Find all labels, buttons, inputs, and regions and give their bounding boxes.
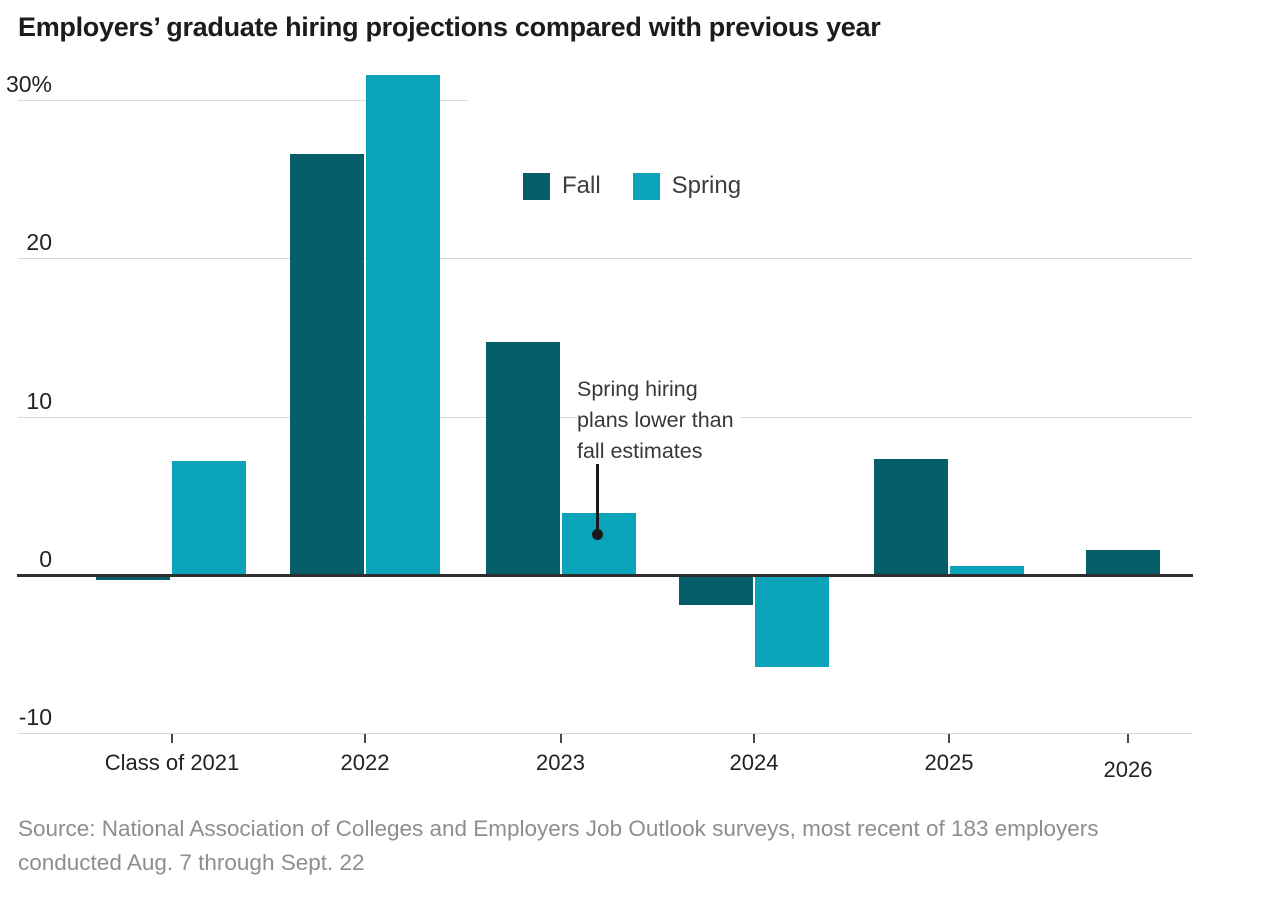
bar-spring-2022 — [366, 74, 440, 575]
x-axis-label-2023: 2023 — [536, 750, 585, 775]
spring-legend-swatch-icon — [632, 172, 660, 200]
bar-fall-2024 — [679, 575, 753, 606]
legend-item-fall: Fall — [523, 172, 601, 200]
y-axis-label-20: 20 — [26, 229, 52, 256]
y-axis-label-10: 10 — [26, 387, 52, 414]
gridline-20 — [18, 258, 1192, 260]
gridline--10 — [18, 733, 1192, 735]
page-title: Employers’ graduate hiring projections c… — [18, 12, 881, 42]
bar-spring-class-of-2021 — [172, 461, 246, 575]
legend-label-fall: Fall — [562, 172, 601, 199]
legend-label-spring: Spring — [671, 172, 742, 199]
x-axis-label-class-of-2021: Class of 2021 — [104, 750, 240, 775]
x-tick-2025 — [948, 734, 950, 743]
annotation-pointer-dot-icon — [592, 529, 603, 540]
chart-legend: Fall Spring — [523, 172, 741, 200]
bar-fall-2026 — [1086, 549, 1160, 575]
annotation-pointer-line — [596, 464, 599, 534]
source-note: Source: National Association of Colleges… — [18, 812, 1099, 880]
x-tick-2026 — [1127, 734, 1129, 743]
y-axis-label-30: 30% — [5, 71, 52, 97]
x-tick-class-of-2021 — [171, 734, 173, 743]
bar-fall-2023 — [485, 342, 560, 575]
source-line-2: conducted Aug. 7 through Sept. 22 — [18, 850, 365, 875]
legend-item-spring: Spring — [632, 172, 742, 200]
bar-spring-2023 — [561, 513, 636, 575]
gridline-30 — [18, 100, 468, 101]
x-axis-label-2025: 2025 — [924, 750, 974, 775]
bar-fall-2025 — [874, 459, 948, 575]
y-axis-label--10: -10 — [18, 704, 52, 731]
bar-spring-2025 — [950, 565, 1024, 575]
x-tick-2022 — [364, 734, 366, 743]
source-line-1: Source: National Association of Colleges… — [18, 816, 1099, 841]
x-axis-label-2022: 2022 — [340, 750, 390, 775]
zero-axis-line — [17, 573, 1193, 577]
bar-spring-2024 — [755, 575, 829, 667]
annotation-text: Spring hiring plans lower than fall esti… — [577, 372, 740, 469]
x-tick-2023 — [559, 734, 562, 743]
x-axis-label-2024: 2024 — [729, 750, 779, 775]
bar-fall-2022 — [290, 153, 364, 575]
y-axis-label-0: 0 — [39, 546, 52, 572]
x-axis-label-2026: 2026 — [1103, 757, 1153, 782]
x-tick-2024 — [753, 734, 755, 743]
fall-legend-swatch-icon — [523, 172, 550, 200]
bar-fall-class-of-2021 — [96, 575, 170, 580]
